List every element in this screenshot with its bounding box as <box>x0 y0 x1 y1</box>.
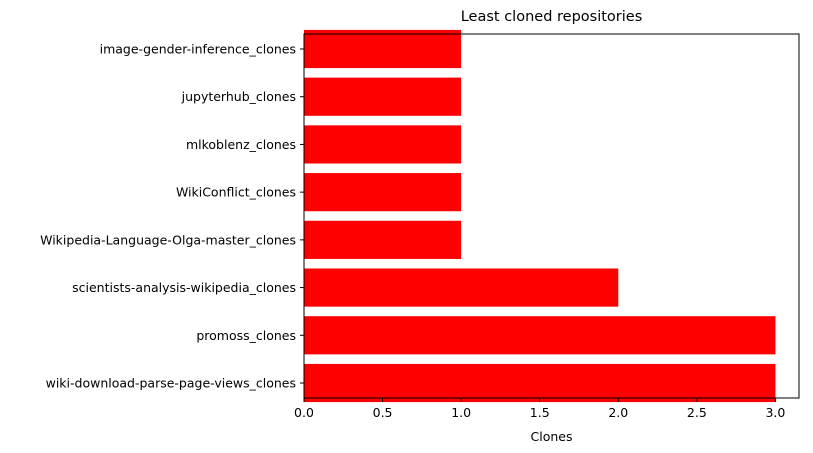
bar-6 <box>304 316 776 355</box>
y-tick-label: promoss_clones <box>196 328 296 343</box>
bar-5 <box>304 268 619 307</box>
y-tick-label: wiki-download-parse-page-views_clones <box>46 376 296 391</box>
y-tick-label: jupyterhub_clones <box>181 89 296 104</box>
bar-1 <box>304 77 462 116</box>
plot-area-frame <box>303 33 800 399</box>
x-tick-label: 0.0 <box>294 405 314 420</box>
y-tick-label: scientists-analysis-wikipedia_clones <box>72 280 296 295</box>
x-tick-label: 3.0 <box>765 405 785 420</box>
bar-7 <box>304 363 776 403</box>
x-tick-label: 1.5 <box>530 405 550 420</box>
chart-title: Least cloned repositories <box>461 9 643 25</box>
bar-0 <box>304 29 462 69</box>
bar-4 <box>304 220 462 259</box>
x-tick-label: 2.5 <box>687 405 707 420</box>
x-tick-label: 1.0 <box>451 405 471 420</box>
y-tick-label: mlkoblenz_clones <box>186 137 296 152</box>
y-tick-label: image-gender-inference_clones <box>100 42 296 57</box>
y-tick-label: WikiConflict_clones <box>176 185 296 200</box>
x-tick-label: 0.5 <box>373 405 393 420</box>
x-axis-label: Clones <box>531 429 573 444</box>
bar-2 <box>304 125 462 164</box>
bar-3 <box>304 173 462 212</box>
y-tick-label: Wikipedia-Language-Olga-master_clones <box>40 232 296 247</box>
x-tick-label: 2.0 <box>608 405 628 420</box>
